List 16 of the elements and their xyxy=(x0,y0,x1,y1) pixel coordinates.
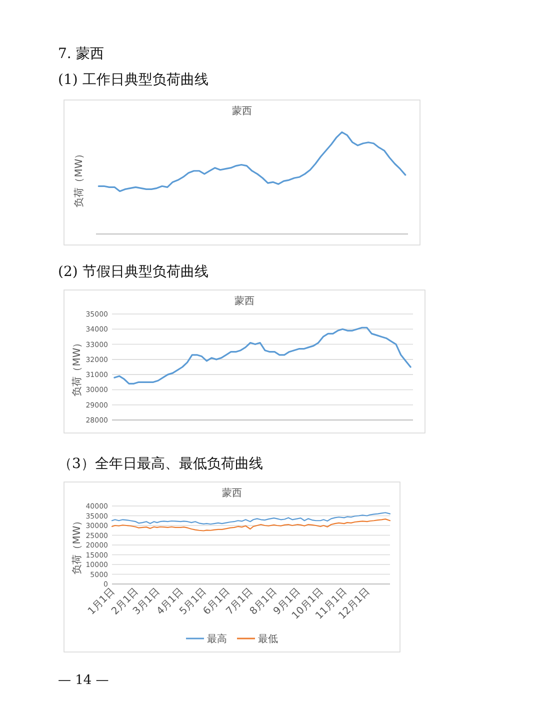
line-series xyxy=(114,326,412,384)
text: — 14 — xyxy=(58,673,109,688)
chart-title: 蒙西 xyxy=(234,295,254,307)
chart-title: 蒙西 xyxy=(232,105,252,117)
chart-title: 蒙西 xyxy=(222,487,242,499)
legend-label: 最低 xyxy=(258,634,278,645)
y-axis-title: 负荷（MW） xyxy=(73,148,85,208)
line-series xyxy=(111,512,391,525)
y-axis-title: 负荷（MW） xyxy=(71,516,83,574)
text: 7. 蒙西 xyxy=(58,46,104,62)
text: (2) 节假日典型负荷曲线 xyxy=(58,264,208,280)
text: (1) 工作日典型负荷曲线 xyxy=(58,72,208,88)
line-series xyxy=(111,518,391,532)
y-axis-title: 负荷（MW） xyxy=(71,338,83,396)
legend-label: 最高 xyxy=(207,633,227,645)
text: （3）全年日最高、最低负荷曲线 xyxy=(58,456,263,472)
